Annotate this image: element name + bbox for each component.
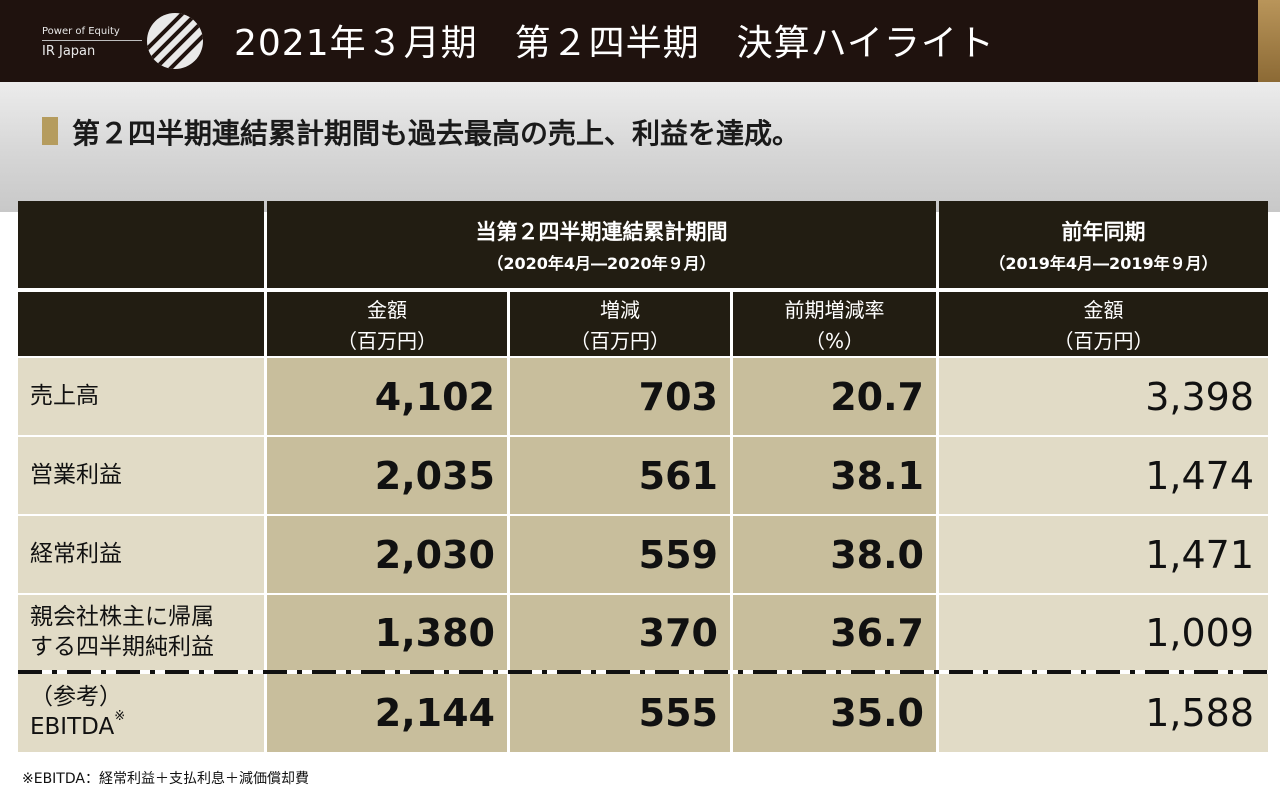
footnote: ※EBITDA：経常利益＋支払利息＋減価償却費: [22, 771, 309, 787]
column-label: 金額: [1083, 298, 1124, 322]
prior-period-title: 前年同期: [1061, 219, 1146, 244]
change-cell: 703: [510, 358, 730, 435]
amount-cell: 2,144: [267, 674, 507, 752]
current-period-header: 当第２四半期連結累計期間 （2020年4月―2020年９月）: [267, 201, 936, 288]
prior-amount-cell: 3,398: [939, 358, 1268, 435]
column-label: 金額: [367, 298, 407, 322]
column-header-rate: 前期増減率 （%）: [733, 292, 936, 356]
amount-cell: 1,380: [267, 595, 507, 670]
ir-japan-logo-icon: [147, 13, 203, 69]
row-label-ordinary-income: 経常利益: [18, 516, 264, 593]
column-unit: （百万円）: [337, 329, 437, 353]
column-header-prior-amount: 金額 （百万円）: [939, 292, 1268, 356]
column-header-change: 増減 （百万円）: [510, 292, 730, 356]
row-label-text: EBITDA※: [30, 709, 264, 743]
subtitle-marker: [42, 117, 58, 145]
footnote-mark: ※: [114, 709, 126, 724]
subtitle-band: [0, 82, 1280, 212]
logo-tagline: Power of Equity: [42, 26, 120, 37]
column-label: 前期増減率: [784, 298, 885, 322]
ebitda-label: EBITDA: [30, 714, 115, 740]
rate-cell: 38.0: [733, 516, 936, 593]
change-cell: 555: [510, 674, 730, 752]
logo-divider: [42, 40, 142, 41]
header-bar: Power of Equity IR Japan 2021年３月期 第２四半期 …: [0, 0, 1280, 82]
column-unit: （百万円）: [570, 329, 670, 353]
change-cell: 370: [510, 595, 730, 670]
amount-cell: 4,102: [267, 358, 507, 435]
rate-cell: 20.7: [733, 358, 936, 435]
prior-amount-cell: 1,474: [939, 437, 1268, 514]
column-unit: （百万円）: [1053, 329, 1154, 353]
prior-amount-cell: 1,009: [939, 595, 1268, 670]
change-cell: 559: [510, 516, 730, 593]
subheader-blank-cell: [18, 292, 264, 356]
column-label: 増減: [600, 298, 640, 322]
row-label-text: （参考）: [30, 684, 122, 711]
row-label-text: 親会社株主に帰属: [30, 603, 214, 630]
amount-cell: 2,035: [267, 437, 507, 514]
row-label-text: 売上高: [30, 382, 99, 409]
rate-cell: 35.0: [733, 674, 936, 752]
current-period-range: （2020年4月―2020年９月）: [487, 253, 716, 273]
prior-amount-cell: 1,588: [939, 674, 1268, 752]
change-cell: 561: [510, 437, 730, 514]
row-label-text: 営業利益: [30, 461, 122, 488]
headline: 第２四半期連結累計期間も過去最高の売上、利益を達成。: [72, 117, 801, 150]
dash-dot-separator: [18, 670, 1268, 674]
header-blank-cell: [18, 201, 264, 288]
row-label-net-sales: 売上高: [18, 358, 264, 435]
page-title: 2021年３月期 第２四半期 決算ハイライト: [234, 23, 995, 64]
row-label-net-income: 親会社株主に帰属 する四半期純利益: [18, 595, 264, 670]
column-unit: （%）: [804, 329, 864, 353]
results-table: 当第２四半期連結累計期間 （2020年4月―2020年９月） 前年同期 （201…: [18, 201, 1268, 752]
rate-cell: 38.1: [733, 437, 936, 514]
prior-period-header: 前年同期 （2019年4月―2019年９月）: [939, 201, 1268, 288]
row-label-ebitda: （参考） EBITDA※: [18, 674, 264, 752]
prior-period-range: （2019年4月―2019年９月）: [989, 253, 1218, 273]
prior-amount-cell: 1,471: [939, 516, 1268, 593]
accent-strip: [1258, 0, 1280, 82]
current-period-title: 当第２四半期連結累計期間: [475, 219, 728, 244]
rate-cell: 36.7: [733, 595, 936, 670]
row-label-operating-income: 営業利益: [18, 437, 264, 514]
amount-cell: 2,030: [267, 516, 507, 593]
row-label-text: 経常利益: [30, 540, 122, 567]
row-label-text: する四半期純利益: [30, 633, 214, 660]
logo-name: IR Japan: [42, 44, 96, 59]
column-header-amount: 金額 （百万円）: [267, 292, 507, 356]
